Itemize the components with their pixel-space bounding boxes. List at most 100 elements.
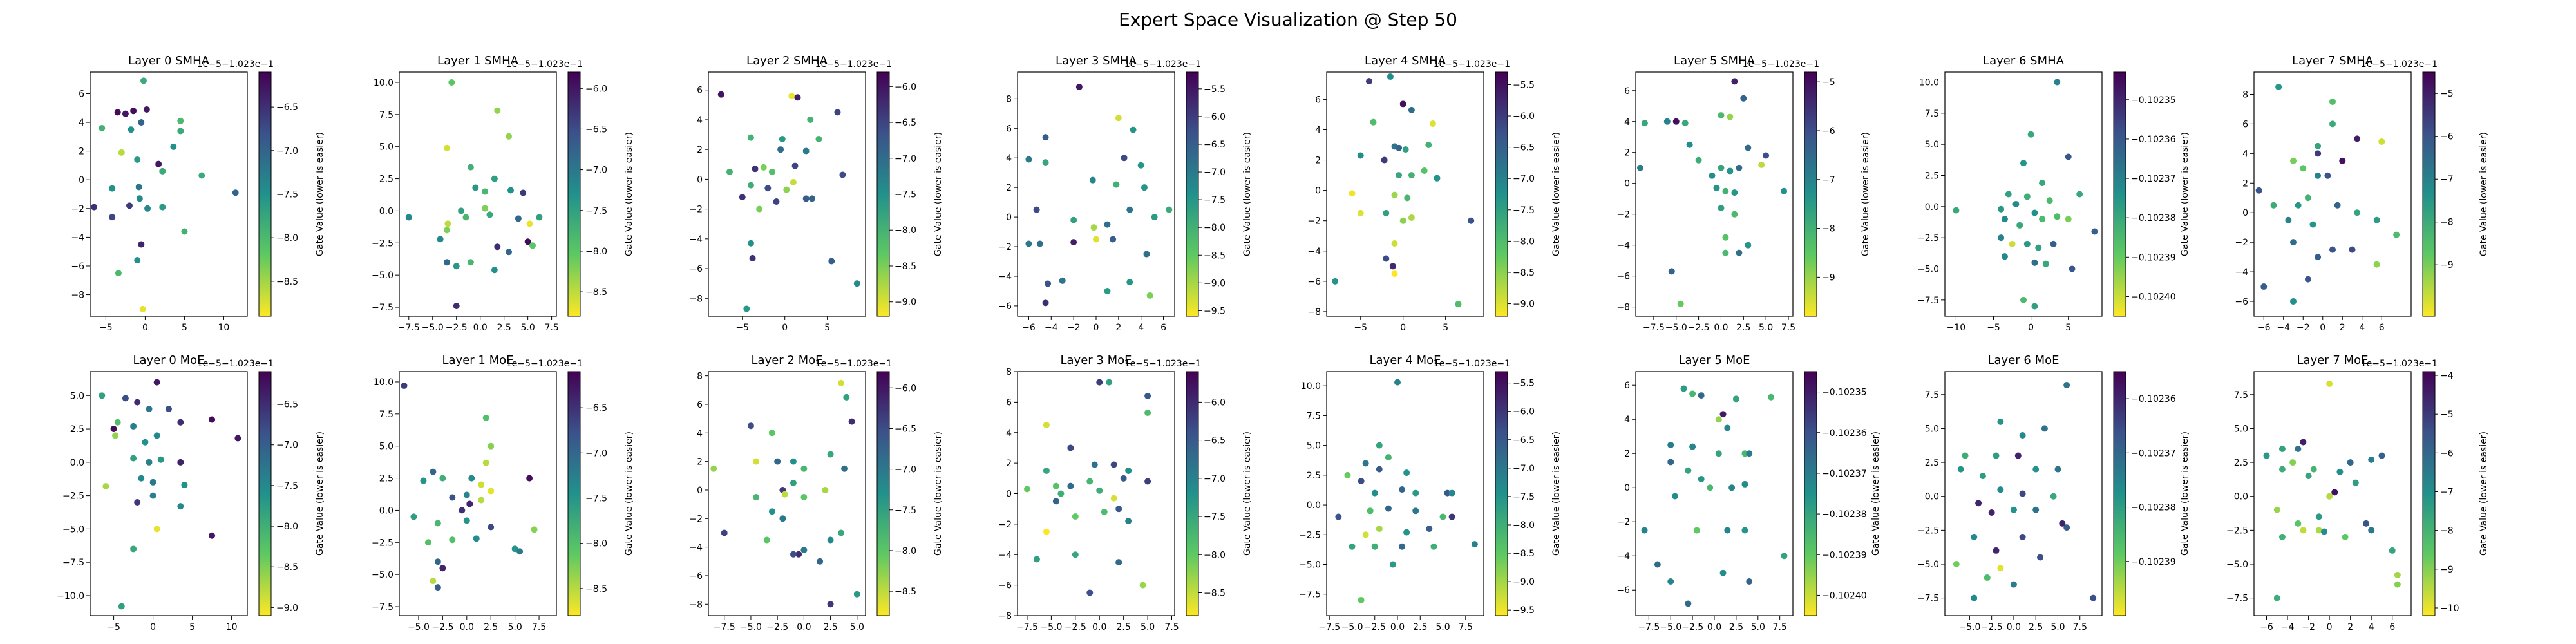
data-point <box>1399 543 1406 550</box>
data-point <box>2039 180 2046 187</box>
data-point <box>1113 181 1120 188</box>
y-tick-label: 4 <box>697 428 703 439</box>
colorbar-tick-label: −0.10239 <box>2131 252 2176 263</box>
data-point <box>1709 172 1716 179</box>
data-point <box>115 270 122 277</box>
x-tick-label: 5 <box>189 622 195 632</box>
y-tick-label: 8 <box>1006 94 1012 104</box>
data-point <box>1052 498 1059 505</box>
data-point <box>1731 78 1738 85</box>
y-tick-label: 7.5 <box>1925 390 1939 401</box>
y-tick-label: 7.5 <box>379 410 393 420</box>
y-tick-label: 4 <box>1006 428 1012 439</box>
data-point <box>488 442 495 450</box>
y-tick-label: 6 <box>697 400 703 410</box>
data-point <box>747 240 754 247</box>
x-tick-label: −2.5 <box>766 622 788 632</box>
data-point <box>1086 478 1094 485</box>
x-tick-label: −6 <box>1022 323 1036 333</box>
colorbar-tick-label: −7.0 <box>1513 174 1535 184</box>
data-point <box>2320 528 2327 535</box>
x-tick-label: −5 <box>99 323 113 333</box>
data-point <box>2054 466 2061 473</box>
axes-frame <box>708 371 866 616</box>
data-point <box>1096 487 1103 494</box>
y-tick-label: 7.5 <box>1307 411 1321 421</box>
x-tick-label: 0 <box>1400 323 1406 333</box>
data-point <box>1383 209 1390 216</box>
subplot-title: Layer 1 SMHA <box>437 54 519 68</box>
data-point <box>1746 578 1753 585</box>
axes-frame <box>399 371 557 616</box>
data-point <box>1718 164 1725 171</box>
data-point <box>1439 513 1446 520</box>
x-tick-label: −6 <box>2257 323 2271 333</box>
colorbar-tick-label: −0.10237 <box>2131 174 2176 184</box>
data-point <box>2290 239 2297 246</box>
data-point <box>177 117 184 124</box>
colorbar-label: Gate Value (lower is easier) <box>2180 132 2190 256</box>
data-point <box>1781 187 1788 194</box>
axes-frame <box>1944 371 2103 616</box>
colorbar-tick-label: −10 <box>2440 603 2459 614</box>
data-point <box>491 267 498 274</box>
y-tick-label: 4 <box>2242 149 2248 159</box>
data-point <box>1455 301 1462 308</box>
colorbar-label: Gate Value (lower is easier) <box>933 132 943 256</box>
y-tick-label: 2.5 <box>379 175 393 185</box>
x-tick-label: 5.0 <box>507 622 522 632</box>
x-tick-label: 2 <box>2340 323 2345 333</box>
x-tick-label: −2.5 <box>1065 622 1086 632</box>
data-point <box>2037 554 2044 561</box>
data-point <box>1408 106 1415 113</box>
data-point <box>453 303 460 310</box>
data-point <box>1707 484 1714 491</box>
y-tick-label: 10.0 <box>374 78 393 88</box>
data-point <box>2255 187 2262 194</box>
data-point <box>511 545 518 553</box>
data-point <box>1681 120 1689 127</box>
data-point <box>2329 120 2336 128</box>
data-point <box>768 430 775 437</box>
x-tick-label: 0 <box>1094 323 1099 333</box>
data-point <box>110 426 117 433</box>
data-point <box>155 160 162 167</box>
y-tick-label: 7.5 <box>2234 390 2248 401</box>
y-tick-label: −4 <box>71 232 84 243</box>
data-point <box>2394 581 2401 588</box>
data-point <box>1680 385 1687 392</box>
x-tick-label: −5.0 <box>408 622 430 632</box>
y-tick-label: −2.5 <box>62 491 84 502</box>
data-point <box>2368 456 2375 463</box>
y-tick-label: 10.0 <box>374 377 393 388</box>
data-point <box>1698 392 1705 399</box>
y-tick-label: 6 <box>1006 124 1012 134</box>
colorbar-tick-label: −8.0 <box>895 225 916 236</box>
data-point <box>1975 500 1982 507</box>
data-point <box>756 205 763 213</box>
y-tick-label: −4 <box>1616 241 1630 251</box>
data-point <box>2324 172 2331 179</box>
data-point <box>134 257 141 264</box>
data-point <box>1426 526 1433 533</box>
data-point <box>822 486 829 493</box>
colorbar-tick-label: −6.5 <box>276 102 298 113</box>
y-tick-label: −2 <box>689 205 703 215</box>
colorbar <box>1495 371 1508 616</box>
data-point <box>2012 200 2020 207</box>
y-tick-label: −2.5 <box>372 538 393 548</box>
colorbar-tick-label: −8.5 <box>585 584 607 594</box>
data-point <box>198 172 205 179</box>
colorbar-tick-label: −0.10238 <box>2131 503 2176 513</box>
data-point <box>726 168 733 175</box>
data-point <box>764 185 772 192</box>
colorbar-tick-label: −0.10239 <box>2131 557 2176 567</box>
data-point <box>449 494 456 501</box>
data-point <box>1957 466 1964 473</box>
data-point <box>1358 596 1365 603</box>
colorbar-label: Gate Value (lower is easier) <box>2479 431 2489 556</box>
data-point <box>2326 380 2333 387</box>
colorbar-tick-label: −7.5 <box>1204 195 1226 205</box>
colorbar-tick-label: −7.0 <box>895 154 916 164</box>
data-point <box>488 488 495 495</box>
